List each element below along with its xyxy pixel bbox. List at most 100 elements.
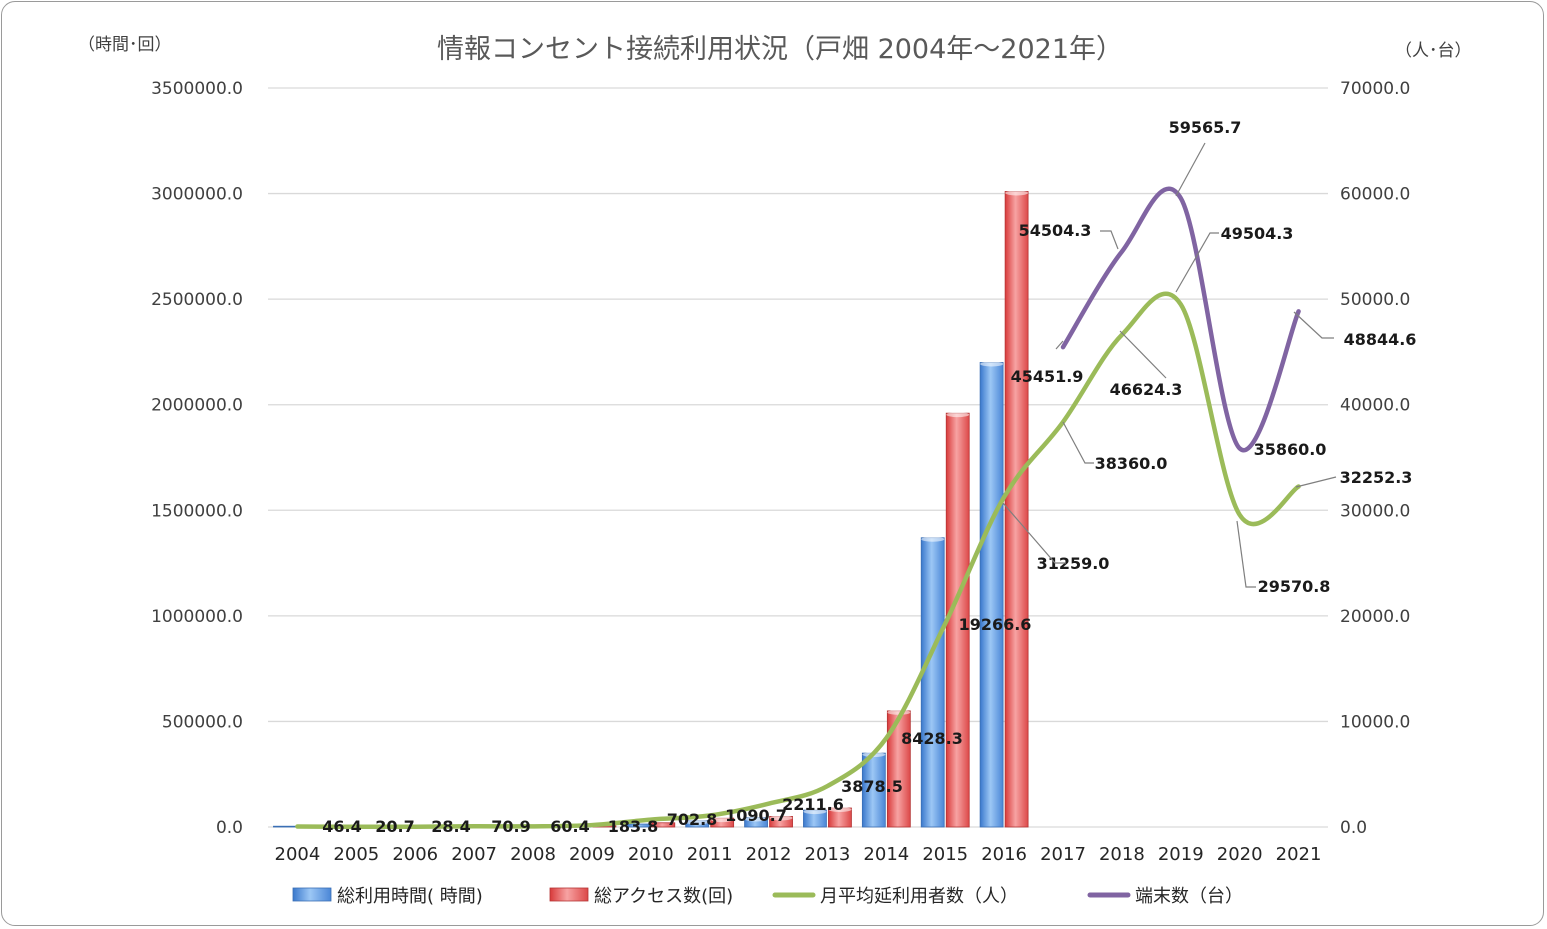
bars [273,190,1029,828]
left-tick-label: 1500000.0 [151,501,243,521]
data-label-users: 28.4 [431,817,470,836]
data-label-users: 49504.3 [1221,224,1294,243]
gridlines [268,87,1328,828]
right-tick-label: 10000.0 [1340,712,1410,732]
data-label-users: 1090.7 [725,806,787,825]
bar-access-cap [946,412,970,418]
left-tick-label: 0.0 [216,818,243,838]
bar-hours-cap [744,816,768,822]
leader-line [1295,476,1337,488]
data-label-users: 3878.5 [841,777,903,796]
x-tick-label: 2013 [805,844,851,865]
leader-line [1062,421,1094,464]
x-tick-label: 2016 [981,844,1027,865]
bar-hours-cap [921,536,945,542]
data-label-users: 46.4 [322,817,361,836]
right-tick-label: 40000.0 [1340,396,1410,416]
left-tick-label: 2500000.0 [151,290,243,310]
data-label-terminals: 48844.6 [1344,330,1417,349]
bar-access-cap [1005,190,1029,196]
data-label-users: 183.8 [608,817,659,836]
leader-line [1119,330,1167,379]
legend-swatch-hours [292,887,332,902]
line-terminals [1060,186,1301,453]
data-label-users: 29570.8 [1258,577,1331,596]
x-tick-label: 2009 [569,844,615,865]
x-tick-label: 2012 [746,844,792,865]
leader-line [1236,520,1256,588]
leader-line [1100,230,1119,250]
data-label-users: 32252.3 [1340,468,1413,487]
left-axis-unit: （時間･回） [78,35,172,55]
legend-item-hours: 総利用時間( 時間) [292,886,483,907]
x-tick-label: 2015 [922,844,968,865]
legend-label-hours: 総利用時間( 時間) [337,886,483,907]
left-tick-label: 2000000.0 [151,396,243,416]
leader-line [1175,142,1206,197]
data-label-users: 38360.0 [1095,454,1168,473]
x-tick-label: 2019 [1158,844,1204,865]
legend-label-users: 月平均延利用者数（人） [820,886,1018,907]
right-axis-unit: （人･台） [1395,41,1472,61]
bar-access-cap [710,817,734,823]
bar-hours-cap [803,809,827,815]
data-label-users: 2211.6 [782,795,844,814]
legend-swatch-access [549,887,589,902]
data-label-users: 19266.6 [959,615,1032,634]
leader-line [1293,311,1334,339]
data-label-users: 60.4 [550,817,589,836]
right-tick-label: 0.0 [1340,818,1367,838]
chart-title: 情報コンセント接続利用状況（戸畑 2004年～2021年） [437,34,1123,65]
x-tick-label: 2011 [687,844,733,865]
x-tick-label: 2005 [333,844,379,865]
data-label-terminals: 59565.7 [1169,118,1242,137]
right-tick-label: 20000.0 [1340,607,1410,627]
x-tick-label: 2021 [1276,844,1322,865]
data-label-terminals: 54504.3 [1019,221,1092,240]
x-tick-label: 2014 [863,844,909,865]
left-axis: 0.0 500000.0 1000000.0 1500000.0 2000000.0 25… [151,79,243,838]
x-tick-label: 2008 [510,844,556,865]
x-tick-label: 2004 [275,844,321,865]
x-tick-label: 2017 [1040,844,1086,865]
data-label-terminals: 35860.0 [1254,440,1327,459]
data-label-users: 31259.0 [1037,554,1110,573]
right-axis: 0.0 10000.0 20000.0 30000.0 40000.0 50000.0 60… [1340,79,1410,838]
legend-item-terminals: 端末数（台） [1087,886,1243,907]
bar-hours [979,362,1004,828]
line-users [295,291,1301,830]
legend-label-access: 総アクセス数(回) [594,886,733,907]
x-tick-label: 2007 [451,844,497,865]
right-tick-label: 60000.0 [1340,185,1410,205]
bar-access [651,822,676,828]
leader-line [1002,502,1066,564]
legend-item-access: 総アクセス数(回) [549,886,733,907]
legend: 総利用時間( 時間) 総アクセス数(回) 月平均延利用者数（人） 端末数（台） [292,886,1243,907]
x-axis: 2004 2005 2006 2007 2008 2009 2010 2011 2012 2013… [275,844,1322,865]
right-tick-label: 70000.0 [1340,79,1410,99]
lines [295,186,1301,830]
legend-item-users: 月平均延利用者数（人） [772,886,1018,907]
x-tick-label: 2010 [628,844,674,865]
data-label-users: 702.8 [667,810,718,829]
data-label-users: 20.7 [375,817,414,836]
right-tick-label: 30000.0 [1340,501,1410,521]
data-label-terminals: 45451.9 [1011,367,1084,386]
left-tick-label: 3000000.0 [151,185,243,205]
bar-hours-cap [980,361,1004,367]
x-tick-label: 2018 [1099,844,1145,865]
bar-hours [626,823,651,828]
leader-line [1055,340,1064,350]
right-tick-label: 50000.0 [1340,290,1410,310]
bar-access-cap [769,815,793,821]
left-tick-label: 500000.0 [162,712,243,732]
data-label-users: 70.9 [491,817,530,836]
x-tick-label: 2020 [1217,844,1263,865]
leader-line [1175,232,1219,293]
data-labels: 46.4 20.7 28.4 70.9 60.4 183.8 702.8 1090.72211… [322,118,1416,836]
bar-access-cap [828,806,852,812]
x-tick-label: 2006 [392,844,438,865]
bar-hours-cap [685,819,709,825]
